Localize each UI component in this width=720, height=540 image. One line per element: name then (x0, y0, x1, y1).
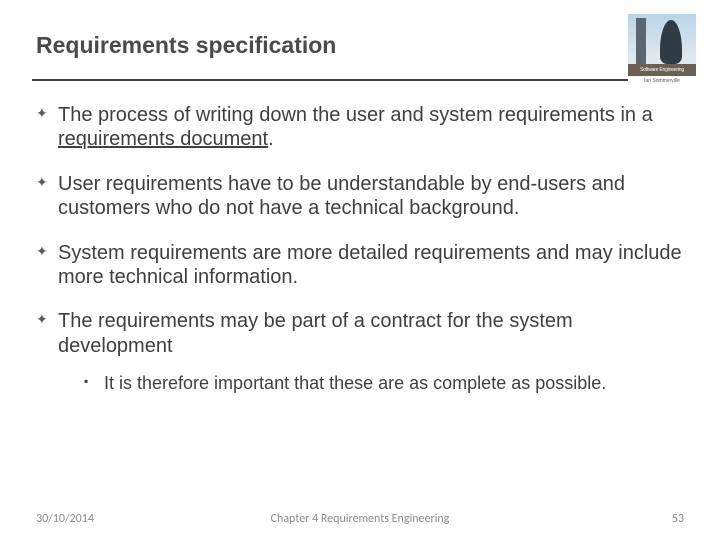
bullet-underlined: requirements document (58, 128, 268, 150)
book-cover-logo: Software Engineering Ian Sommerville (628, 14, 696, 86)
sub-bullet-list: It is therefore important that these are… (58, 372, 684, 395)
bullet-text: The process of writing down the user and… (58, 104, 653, 126)
footer-date: 30/10/2014 (36, 512, 94, 526)
logo-sub: Ian Sommerville (628, 76, 696, 86)
bullet-text: The requirements may be part of a contra… (58, 310, 573, 356)
bullet-text: System requirements are more detailed re… (58, 242, 682, 288)
footer-chapter: Chapter 4 Requirements Engineering (271, 512, 450, 526)
footer-page: 53 (672, 512, 684, 526)
bullet-item: The requirements may be part of a contra… (36, 309, 684, 394)
body: The process of writing down the user and… (36, 81, 684, 395)
bullet-item: The process of writing down the user and… (36, 103, 684, 152)
bullet-list: The process of writing down the user and… (36, 103, 684, 395)
logo-strip: Software Engineering (628, 64, 696, 76)
bullet-item: User requirements have to be understanda… (36, 172, 684, 221)
header: Requirements specification Software Engi… (36, 32, 684, 73)
bullet-text: User requirements have to be understanda… (58, 173, 625, 219)
slide: Requirements specification Software Engi… (0, 0, 720, 540)
logo-tower (636, 18, 646, 66)
bullet-item: System requirements are more detailed re… (36, 241, 684, 290)
page-title: Requirements specification (36, 32, 684, 59)
sub-bullet-item: It is therefore important that these are… (70, 372, 684, 395)
bullet-text: . (268, 128, 274, 150)
sub-bullet-text: It is therefore important that these are… (104, 373, 606, 393)
